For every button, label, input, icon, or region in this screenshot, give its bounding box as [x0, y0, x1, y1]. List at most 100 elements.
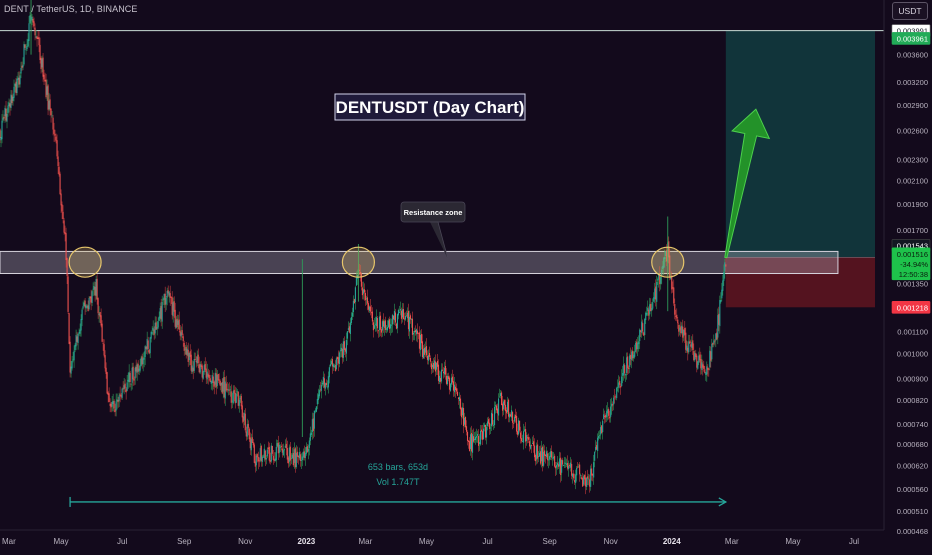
candle-body [134, 367, 136, 379]
price-label-tag [891, 32, 931, 45]
candle-body [691, 342, 693, 348]
candle-body [251, 437, 253, 443]
candle-body [630, 354, 632, 359]
resistance-zone[interactable] [0, 250, 839, 275]
candle-body [682, 326, 684, 338]
candle-body [150, 331, 152, 339]
price-label-text: -34.94% [900, 260, 928, 269]
candle-body [623, 364, 625, 376]
candle-body [297, 455, 299, 458]
candle-body [391, 315, 393, 325]
candle-body [482, 428, 485, 440]
candle-body [86, 306, 88, 308]
candle-body [121, 388, 123, 398]
candle-body [84, 300, 86, 308]
candle-body [327, 376, 329, 388]
candle-body [499, 396, 501, 398]
candle-body [51, 115, 53, 117]
candle-body [213, 381, 215, 387]
candle-body [718, 313, 720, 325]
candle-body [576, 467, 578, 476]
candle-body [211, 374, 213, 384]
candle-body [613, 397, 615, 405]
candle-body [684, 328, 686, 335]
candle-body [274, 458, 276, 461]
highlight-circle[interactable] [341, 246, 376, 278]
candle-body [111, 401, 113, 407]
candle-body [6, 113, 8, 122]
candle-body [104, 355, 106, 369]
candle-body [547, 453, 549, 461]
candle-body [281, 448, 283, 453]
candle-body [396, 314, 398, 329]
candle-body [577, 466, 579, 468]
x-tick-label: Mar [2, 537, 16, 546]
candle-body [355, 277, 357, 286]
candle-body [332, 364, 334, 368]
currency-button[interactable]: USDT [892, 2, 928, 20]
candle-body [525, 429, 527, 442]
candle-body [713, 340, 715, 344]
price-axis[interactable]: 0.0044000.0036000.0032000.0029000.002600… [883, 0, 932, 550]
candle-body [52, 117, 54, 130]
candle-body [703, 365, 705, 370]
candle-body [519, 420, 521, 431]
candle-body [419, 334, 422, 351]
candle-body [670, 276, 672, 280]
candle-body [368, 306, 370, 311]
candle-body [669, 255, 671, 279]
candle-body [404, 316, 407, 320]
symbol-legend: DENT / TetherUS, 1D, BINANCE [4, 4, 138, 14]
candle-body [648, 309, 650, 316]
candle-body [302, 451, 304, 458]
candle-body [655, 286, 657, 300]
highlight-circle[interactable] [651, 246, 685, 278]
candle-body [477, 436, 480, 446]
date-range-volume-label: Vol 1.747T [376, 477, 420, 487]
candle-body [554, 455, 556, 467]
candle-body [163, 293, 165, 300]
candle-body [345, 340, 347, 354]
candle-body [151, 332, 153, 334]
candle-body [286, 448, 288, 460]
candle-body [446, 375, 449, 385]
candle-body [285, 443, 287, 449]
candle-body [189, 351, 191, 357]
target-arrow[interactable] [724, 108, 771, 259]
candle-body [612, 404, 614, 406]
date-range-arrowhead [718, 497, 728, 507]
candle-body [283, 449, 285, 451]
candle-body [374, 323, 376, 325]
candle-body [456, 391, 459, 396]
candle-body [5, 108, 7, 121]
candle-body [562, 460, 564, 465]
candle-body [295, 452, 297, 468]
candle-body [672, 287, 674, 289]
candle-body [452, 381, 455, 391]
candle-body [60, 193, 62, 206]
candle-body [138, 368, 140, 372]
candle-body [664, 257, 666, 260]
candle-body [101, 323, 103, 342]
candle-body [511, 410, 513, 418]
candle-body [507, 401, 509, 413]
candle-body [275, 446, 277, 461]
candle-body [637, 342, 639, 350]
time-axis[interactable]: Mar May Jul Sep Nov 2023 Mar May Jul Sep Nov 2024 Ma… [0, 529, 884, 546]
candle-body [346, 331, 348, 339]
candle-body [674, 304, 676, 315]
candle-body [582, 477, 584, 487]
candle-body [23, 44, 25, 65]
candle-body [65, 233, 67, 261]
candle-body [699, 354, 701, 361]
candle-body [595, 446, 597, 451]
candle-body [124, 383, 126, 389]
candle-body [540, 451, 542, 464]
long-position-stop-zone[interactable] [725, 257, 875, 308]
highlight-circle[interactable] [68, 246, 102, 278]
candle-body [241, 405, 243, 418]
candle-body [615, 396, 617, 398]
candle-body [348, 326, 350, 333]
